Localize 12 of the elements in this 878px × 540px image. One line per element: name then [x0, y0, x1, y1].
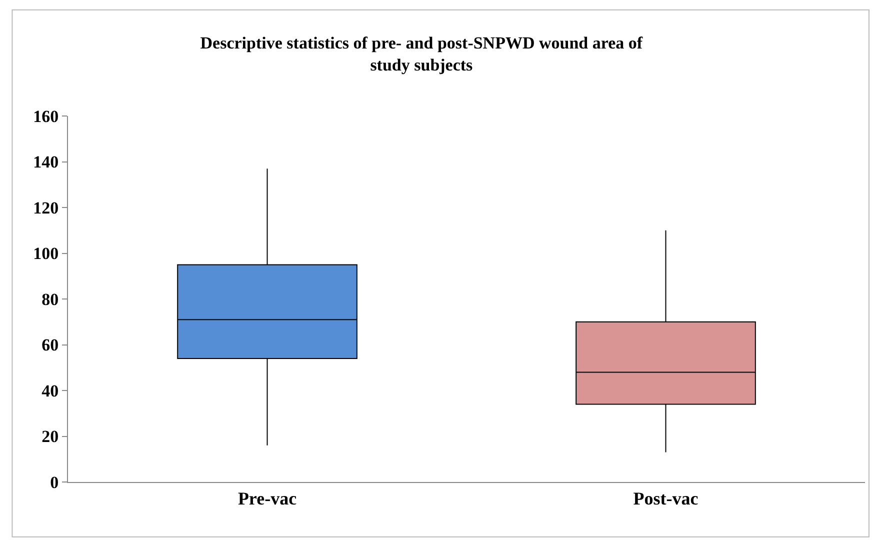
- y-tick-label: 20: [42, 427, 59, 446]
- y-tick-label: 80: [42, 290, 59, 309]
- chart-title: Descriptive statistics of pre- and post-SNPWD wound area of study subjects: [200, 34, 643, 75]
- y-tick-label: 160: [33, 106, 59, 126]
- x-tick-label: Post-vac: [633, 488, 698, 509]
- y-tick-label: 40: [42, 381, 59, 400]
- x-tick-label: Pre-vac: [238, 488, 297, 509]
- y-tick-label: 0: [50, 472, 59, 492]
- y-tick-label: 60: [42, 336, 59, 355]
- y-tick-label: 120: [33, 198, 59, 218]
- y-tick-label: 100: [33, 244, 59, 264]
- y-tick-label: 140: [33, 152, 59, 172]
